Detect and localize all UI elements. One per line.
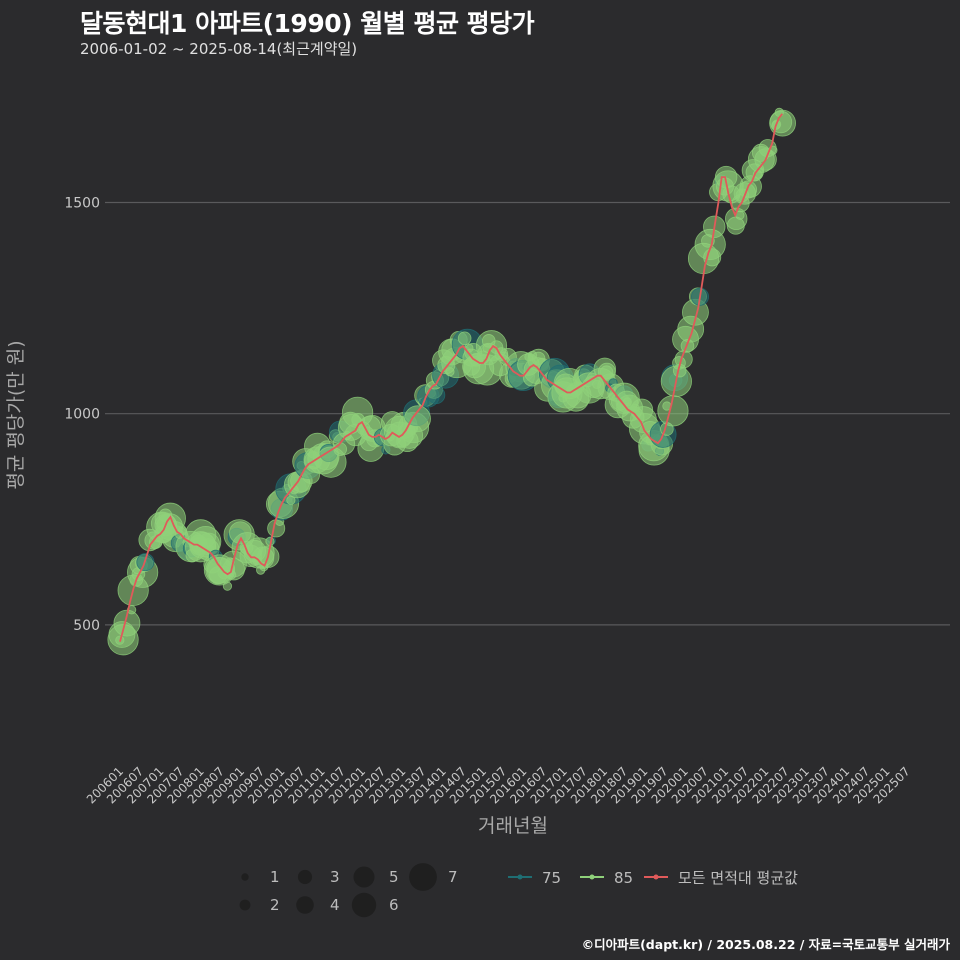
legend-size-5: [353, 866, 375, 888]
y-tick-label: 1500: [64, 195, 100, 211]
average-line-path: [119, 113, 783, 642]
y-tick-label: 1000: [64, 407, 100, 423]
scatter-points: [107, 107, 796, 656]
legend-size-2: [239, 899, 251, 911]
legend-size-7: [409, 863, 437, 891]
legend-series-label: 75: [542, 869, 561, 887]
legend-size-label: 4: [330, 896, 340, 914]
point-85: [222, 581, 233, 591]
legend-series-dot: [653, 874, 659, 880]
legend-size-4: [296, 896, 314, 914]
x-axis-ticks: 2006012006072007012007072008012008072009…: [84, 764, 913, 806]
legend-size-label: 6: [389, 896, 399, 914]
legend-series-dot: [589, 874, 595, 880]
legend-size-1: [241, 873, 249, 881]
grid-lines: [105, 201, 950, 626]
legend-size-label: 3: [330, 868, 340, 886]
legend-size-label: 5: [389, 868, 399, 886]
x-axis-label: 거래년월: [478, 815, 548, 837]
point-85: [113, 609, 141, 637]
y-axis-ticks: 500 1000 1500: [64, 195, 100, 633]
chart-title: 달동현대1 아파트(1990) 월별 평균 평당가: [80, 9, 535, 38]
legend-series-label: 85: [614, 869, 633, 887]
y-axis-label: 평균 평당가(만 원): [5, 340, 27, 489]
legend-series-label: 모든 면적대 평균값: [678, 869, 798, 887]
legend-size-6: [351, 892, 377, 918]
legend-size-label: 2: [270, 896, 280, 914]
point-85: [404, 405, 431, 433]
legend-size-3: [297, 869, 313, 885]
legend-size-label: 7: [448, 868, 458, 886]
chart-subtitle: 2006-01-02 ~ 2025-08-14(최근계약일): [80, 40, 358, 58]
legend-size-label: 1: [270, 868, 280, 886]
y-tick-label: 500: [73, 618, 100, 634]
legend-series-dot: [517, 874, 523, 880]
point-85: [457, 331, 472, 346]
legend: 1 2 3 4 5 6 7 75 85 모든 면적대 평균값: [239, 863, 798, 918]
point-85: [769, 109, 796, 137]
source-credit: ©디아파트(dapt.kr) / 2025.08.22 / 자료=국토교통부 실…: [581, 937, 950, 952]
average-line: [119, 113, 783, 642]
